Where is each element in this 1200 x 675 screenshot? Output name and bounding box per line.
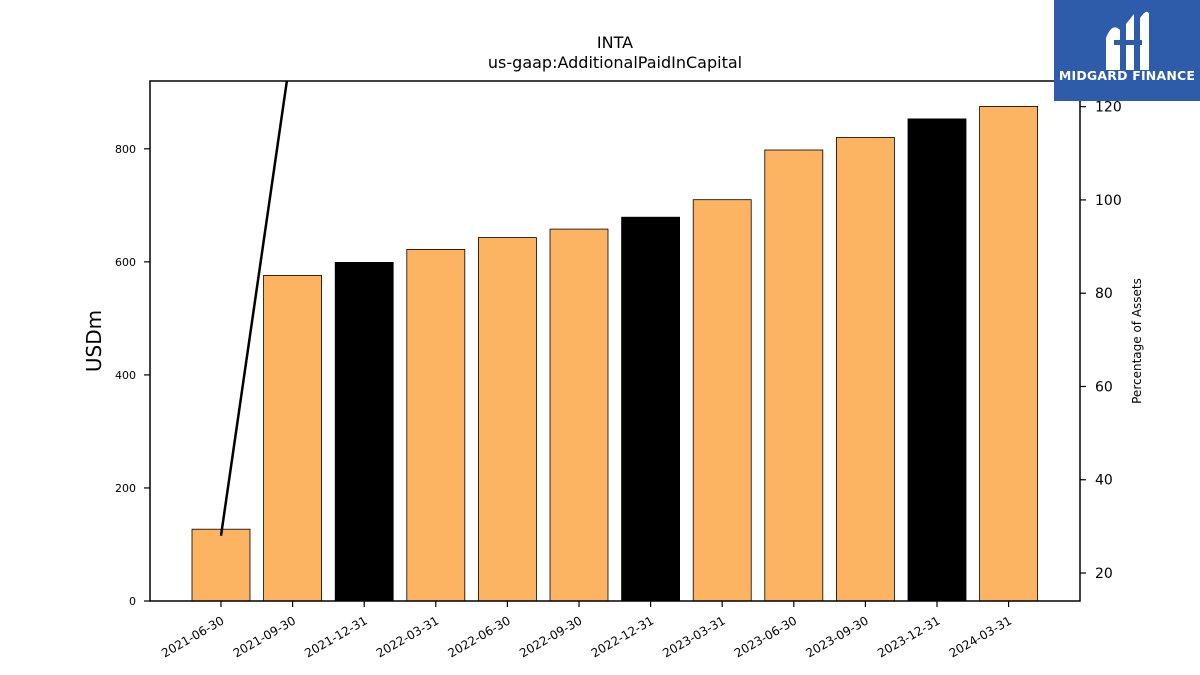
- percentage-line: [219, 81, 289, 536]
- x-tick-label: 2022-06-30: [445, 613, 512, 660]
- bar: [907, 118, 967, 602]
- y2-tick-label: 120: [1095, 100, 1122, 116]
- chart-title: INTA: [597, 33, 633, 52]
- x-tick-label: 2024-03-31: [947, 613, 1014, 660]
- chart-subtitle: us-gaap:AdditionalPaidInCapital: [488, 53, 742, 72]
- bar: [979, 106, 1038, 602]
- x-tick-label: 2023-03-31: [660, 613, 727, 660]
- y-axis-ticks: 0 200 400 600 800: [115, 143, 150, 608]
- x-tick-label: 2021-06-30: [159, 613, 226, 660]
- bar: [764, 149, 824, 602]
- x-tick-label: 2023-12-31: [875, 613, 942, 660]
- y2-tick-label: 40: [1095, 473, 1113, 489]
- bar: [263, 274, 323, 602]
- y-tick-label: 600: [115, 256, 136, 269]
- x-tick-label: 2022-09-30: [517, 613, 584, 660]
- x-tick-label: 2023-06-30: [732, 613, 799, 660]
- x-tick-label: 2021-12-31: [302, 613, 369, 660]
- bar: [334, 261, 394, 602]
- bar: [191, 528, 251, 602]
- y2-tick-label: 60: [1095, 379, 1113, 395]
- x-tick-label: 2021-09-30: [231, 613, 298, 660]
- plot-frame: [149, 80, 1081, 602]
- y2-tick-label: 80: [1095, 286, 1113, 302]
- x-tick-label: 2023-09-30: [803, 613, 870, 660]
- y-tick-label: 800: [115, 143, 136, 156]
- bar: [836, 137, 895, 602]
- y2-axis-ticks: 20 40 60 80 100 120: [1080, 100, 1122, 582]
- x-tick-label: 2022-12-31: [589, 613, 656, 660]
- bar: [692, 199, 752, 602]
- y-tick-label: 400: [115, 369, 136, 382]
- brand-logo: MIDGARD FINANCE: [1054, 0, 1200, 101]
- midgard-logo-icon: [1106, 11, 1149, 70]
- y2-tick-label: 100: [1095, 193, 1122, 209]
- x-axis-ticks: 2021-06-30 2021-09-30 2021-12-31 2022-03-31…: [159, 601, 1014, 660]
- brand-name: MIDGARD FINANCE: [1058, 68, 1196, 83]
- x-tick-label: 2022-03-31: [374, 613, 441, 660]
- bar: [549, 228, 609, 602]
- bar: [406, 248, 466, 602]
- y-axis-label: USDm: [82, 310, 106, 372]
- y2-tick-label: 20: [1095, 566, 1113, 582]
- y2-axis-label: Percentage of Assets: [1130, 278, 1144, 404]
- line-layer: [219, 81, 289, 536]
- bar: [477, 237, 537, 602]
- bar: [621, 216, 680, 602]
- y-tick-label: 200: [115, 482, 136, 495]
- bars-group: [191, 106, 1038, 602]
- y-tick-label: 0: [129, 595, 136, 608]
